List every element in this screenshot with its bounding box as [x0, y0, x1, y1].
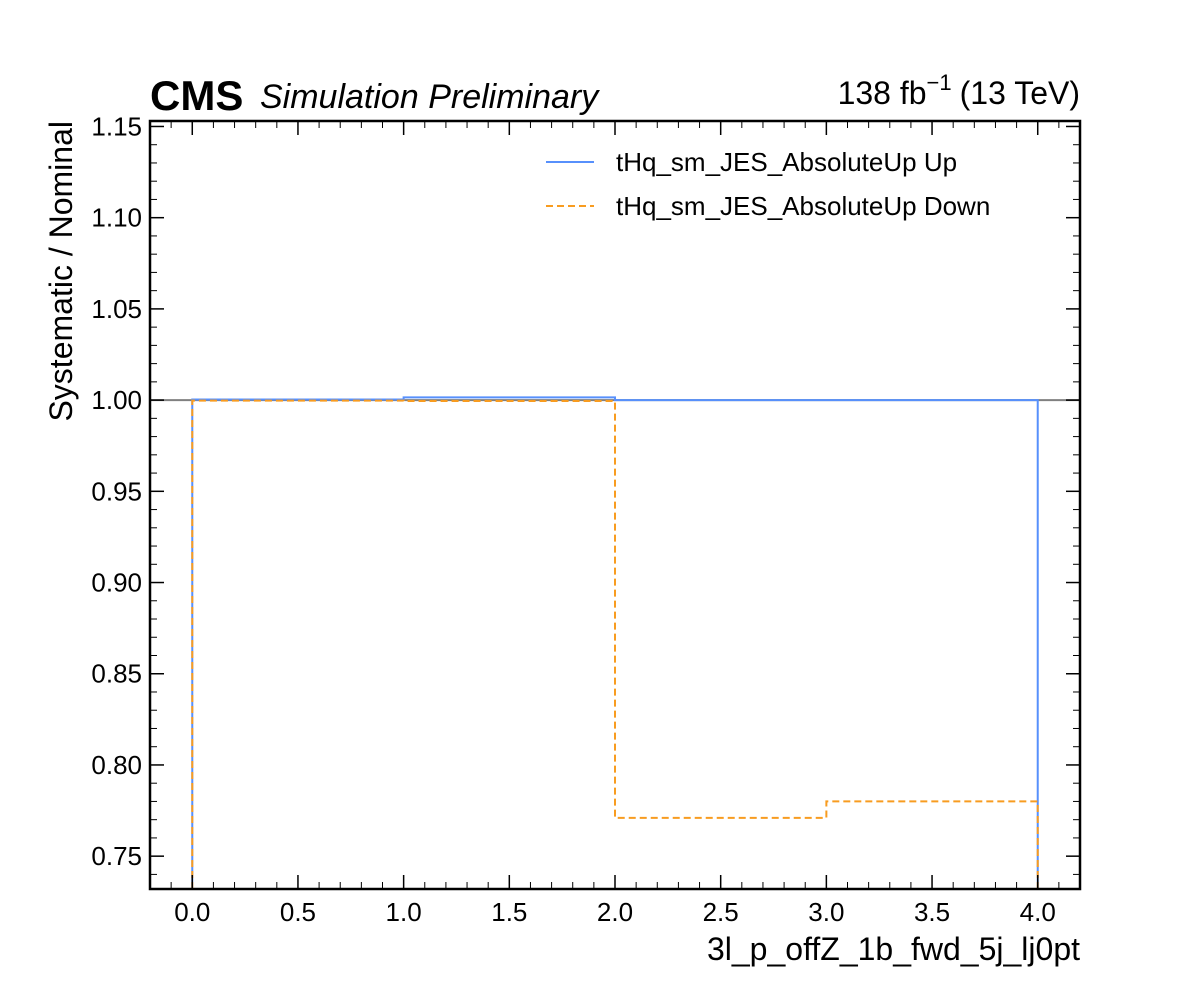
series-line-up: [191, 396, 1039, 889]
legend: tHq_sm_JES_AbsoluteUp Up tHq_sm_JES_Absol…: [546, 147, 990, 221]
x-tick-label: 1.5: [491, 897, 527, 927]
x-tick-label: 2.0: [597, 897, 633, 927]
experiment-label: CMS: [150, 72, 243, 119]
x-tick-label: 0.5: [280, 897, 316, 927]
x-tick-label: 3.5: [914, 897, 950, 927]
y-tick-label: 0.95: [91, 476, 142, 506]
status-label: Simulation Preliminary: [260, 78, 600, 116]
lumi-value: 138 fb: [838, 75, 927, 111]
lumi-exponent: −1: [927, 70, 952, 95]
y-axis-title: Systematic / Nominal: [43, 121, 79, 422]
x-tick-label: 3.0: [808, 897, 844, 927]
y-tick-label: 0.85: [91, 659, 142, 689]
plot-frame: [148, 119, 1082, 891]
x-tick-label: 0.0: [174, 897, 210, 927]
legend-entry: tHq_sm_JES_AbsoluteUp Up: [616, 147, 957, 177]
x-tick-label: 4.0: [1020, 897, 1056, 927]
lumi-energy: (13 TeV): [960, 75, 1080, 111]
y-tick-label: 0.75: [91, 841, 142, 871]
y-tick-label: 0.90: [91, 568, 142, 598]
legend-entry: tHq_sm_JES_AbsoluteUp Down: [616, 191, 990, 221]
y-tick-label: 1.00: [91, 385, 142, 415]
y-tick-label: 1.05: [91, 294, 142, 324]
y-tick-label: 1.10: [91, 203, 142, 233]
x-axis-title: 3l_p_offZ_1b_fwd_5j_lj0pt: [707, 931, 1080, 967]
y-tick-label: 0.80: [91, 750, 142, 780]
y-tick-label: 1.15: [91, 111, 142, 141]
x-tick-label: 1.0: [386, 897, 422, 927]
x-tick-label: 2.5: [703, 897, 739, 927]
luminosity-label: 138 fb−1 (13 TeV): [838, 70, 1080, 111]
series-line-down: [191, 399, 1039, 889]
